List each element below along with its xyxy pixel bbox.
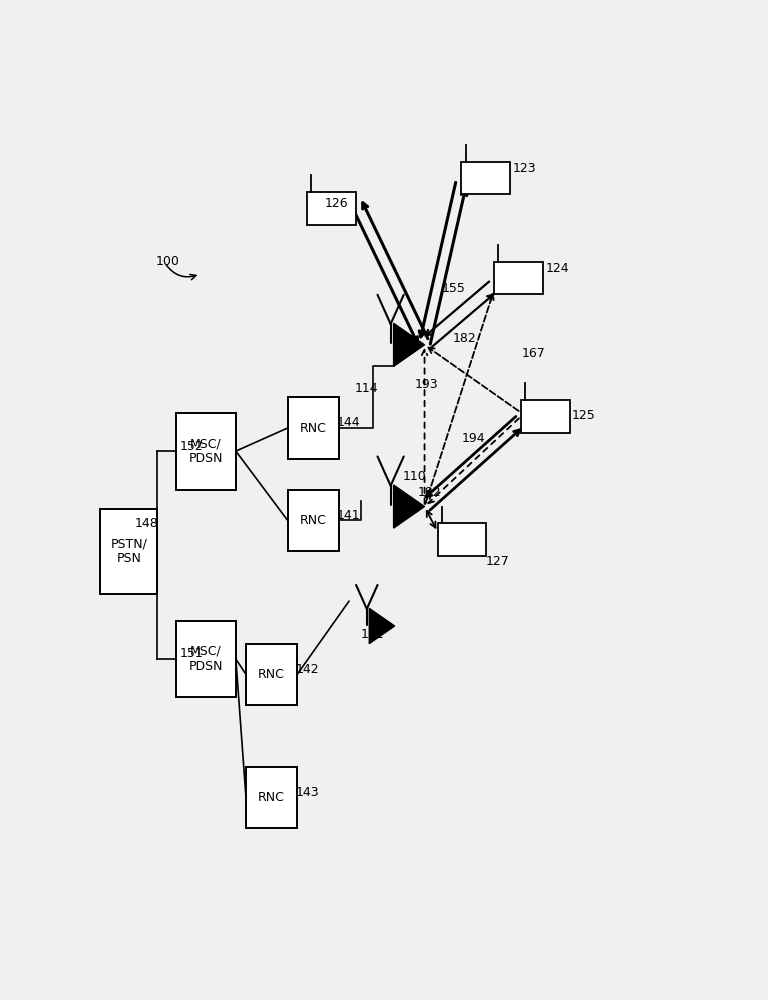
- Polygon shape: [369, 608, 395, 644]
- FancyBboxPatch shape: [288, 490, 339, 551]
- Text: MSC/
PDSN: MSC/ PDSN: [189, 437, 223, 465]
- FancyBboxPatch shape: [247, 767, 297, 828]
- Text: 100: 100: [155, 255, 180, 268]
- FancyBboxPatch shape: [247, 644, 297, 705]
- Text: 143: 143: [296, 786, 319, 799]
- Text: 125: 125: [572, 409, 596, 422]
- FancyBboxPatch shape: [288, 397, 339, 459]
- Text: 123: 123: [513, 162, 536, 175]
- Text: PSTN/
PSN: PSTN/ PSN: [111, 537, 147, 565]
- Polygon shape: [393, 485, 425, 528]
- Polygon shape: [393, 323, 425, 366]
- Text: 193: 193: [415, 378, 438, 391]
- Text: 144: 144: [337, 416, 361, 429]
- Text: 192: 192: [418, 486, 441, 499]
- FancyBboxPatch shape: [306, 192, 356, 225]
- Text: RNC: RNC: [258, 668, 285, 681]
- Text: 151: 151: [180, 647, 203, 660]
- Text: RNC: RNC: [300, 422, 326, 434]
- Text: MSC/
PDSN: MSC/ PDSN: [189, 645, 223, 673]
- Text: 155: 155: [441, 282, 465, 295]
- Text: RNC: RNC: [258, 791, 285, 804]
- Text: 111: 111: [361, 628, 385, 641]
- Text: 126: 126: [325, 197, 349, 210]
- Text: 110: 110: [402, 470, 426, 483]
- FancyBboxPatch shape: [177, 413, 236, 490]
- FancyBboxPatch shape: [521, 400, 570, 433]
- Text: 182: 182: [453, 332, 477, 345]
- Text: 152: 152: [180, 440, 203, 453]
- Text: 141: 141: [337, 509, 361, 522]
- Text: 142: 142: [296, 663, 319, 676]
- Text: 127: 127: [486, 555, 510, 568]
- Text: RNC: RNC: [300, 514, 326, 527]
- Text: 148: 148: [134, 517, 158, 530]
- FancyBboxPatch shape: [438, 523, 486, 556]
- FancyBboxPatch shape: [462, 162, 510, 194]
- FancyBboxPatch shape: [494, 262, 543, 294]
- Text: 167: 167: [521, 347, 545, 360]
- Text: 124: 124: [545, 262, 569, 275]
- Text: 194: 194: [462, 432, 485, 445]
- FancyBboxPatch shape: [101, 509, 157, 594]
- FancyBboxPatch shape: [177, 620, 236, 697]
- Text: 114: 114: [355, 382, 379, 395]
